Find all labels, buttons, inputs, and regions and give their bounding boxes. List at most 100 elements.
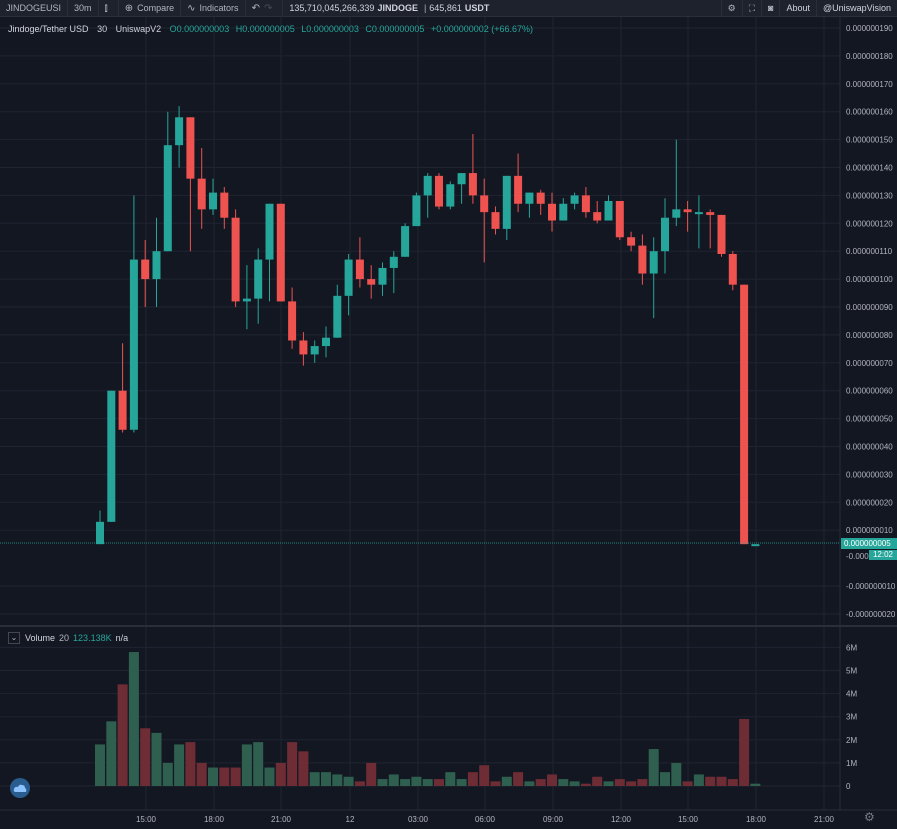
volume-bar (592, 776, 603, 786)
price-tick-label: 0.000000140 (846, 164, 893, 173)
volume-bar (275, 762, 286, 786)
volume-bar (140, 728, 151, 786)
candle-body (96, 521, 104, 545)
legend-high: H0.000000005 (235, 24, 295, 34)
volume-bar (309, 772, 320, 786)
volume-bar (682, 781, 693, 786)
volume-bar (614, 779, 625, 786)
candle-body (129, 259, 138, 430)
uniswapvision-logo[interactable] (10, 778, 30, 798)
interval-button[interactable]: 30m (68, 0, 99, 16)
volume-bar (241, 744, 252, 786)
volume-bar (366, 762, 377, 786)
indicators-icon: ∿ (187, 2, 196, 14)
redo-icon[interactable]: ↷ (263, 2, 273, 14)
candle-body (435, 175, 443, 207)
price-tick-label: 0.000000020 (846, 498, 893, 507)
symbol-label: JINDOGEUSI (6, 3, 62, 13)
volume-bar (739, 719, 750, 786)
handle-link[interactable]: @UniswapVision (817, 0, 897, 16)
volume-bar (95, 744, 105, 786)
chart-legend: Jindoge/Tether USD 30 UniswapV2 O0.00000… (8, 24, 533, 34)
volume-label: Volume (25, 633, 56, 643)
volume-bars (95, 652, 761, 786)
candle-body (412, 195, 421, 227)
price-tick-label: 0.000000010 (846, 526, 893, 535)
volume-bar (332, 774, 343, 786)
price-tick-label: 0.000000150 (846, 136, 893, 145)
candle-body (175, 117, 184, 146)
volume-bar (422, 779, 433, 786)
candle-body (310, 346, 319, 355)
time-tick-label: 15:00 (678, 815, 699, 824)
undo-icon[interactable]: ↶ (251, 2, 260, 14)
fullscreen-button[interactable]: ⛶ (743, 0, 763, 16)
volume-length: 20 (59, 633, 70, 643)
volume-legend: ⌄ Volume 20 123.138K n/a (8, 632, 128, 644)
candle-body (502, 175, 511, 229)
volume-bar (693, 774, 704, 786)
candles (96, 106, 760, 547)
candle-body (276, 203, 285, 302)
volume-bar (750, 783, 761, 786)
indicators-label: Indicators (199, 3, 239, 13)
liquidity-token: USDT (464, 3, 490, 13)
legend-interval: 30 (97, 24, 108, 34)
candle-body (683, 209, 692, 213)
compare-button[interactable]: ⊕ Compare (119, 0, 182, 16)
symbol-search-button[interactable]: JINDOGEUSI (0, 0, 69, 16)
volume-bar (705, 776, 716, 786)
price-tick-label: 0.000000030 (846, 470, 893, 479)
price-tick-label: -0.000000020 (846, 610, 896, 619)
volume-bar (716, 776, 727, 786)
compare-label: Compare (137, 3, 175, 13)
candle-body (728, 253, 737, 285)
volume-tick-label: 5M (846, 667, 857, 676)
volume-bar (603, 781, 614, 786)
price-tick-label: 0.000000170 (846, 80, 893, 89)
volume-bar (219, 767, 230, 786)
volume-bar (117, 684, 128, 786)
legend-change: +0.000000002 (+66.67%) (430, 24, 534, 34)
candle-body (197, 178, 206, 210)
liquidity-value: 645,861 (429, 3, 462, 13)
indicators-button[interactable]: ∿ Indicators (181, 0, 246, 16)
candles-icon: ⫾ (104, 2, 108, 14)
volume-bar (445, 772, 456, 786)
volume-bar (321, 772, 331, 786)
volume-bar (287, 742, 298, 786)
about-button[interactable]: About (780, 0, 817, 16)
chart-type-button[interactable]: ⫾ (99, 0, 119, 16)
price-tick-label: 0.000000060 (846, 387, 893, 396)
candle-body (638, 245, 647, 274)
snapshot-button[interactable]: ◙ (762, 0, 781, 16)
collapse-chevron-icon[interactable]: ⌄ (8, 632, 20, 644)
settings-button[interactable]: ⚙ (720, 0, 743, 16)
countdown-tag: 12:02 (869, 550, 897, 560)
supply-value: 135,710,045,266,339 (289, 3, 375, 13)
candle-body (446, 184, 455, 207)
volume-na: n/a (115, 633, 129, 643)
plus-circle-icon: ⊕ (124, 2, 134, 14)
volume-bar (501, 776, 512, 786)
price-tick-label: 0.000000180 (846, 52, 893, 61)
candle-body (186, 117, 195, 179)
volume-bar (490, 781, 501, 786)
time-axis-settings-icon[interactable]: ⚙ (864, 810, 875, 824)
fullscreen-icon: ⛶ (748, 2, 756, 13)
candle-body (672, 209, 681, 218)
candle-body (581, 195, 590, 213)
volume-bar (513, 772, 524, 786)
volume-bar (400, 779, 411, 786)
candle-body (661, 217, 669, 252)
time-tick-label: 06:00 (475, 815, 496, 824)
volume-tick-label: 0 (846, 782, 851, 791)
price-tick-label: 0.000000100 (846, 275, 893, 284)
candle-body (389, 256, 398, 268)
price-tick-label: 0.000000110 (846, 247, 893, 256)
volume-bar (467, 772, 478, 786)
volume-value: 123.138K (73, 633, 112, 643)
candle-body (209, 192, 217, 210)
supply-info: 135,710,045,266,339 JINDOGE | 645,861 US… (289, 3, 490, 13)
